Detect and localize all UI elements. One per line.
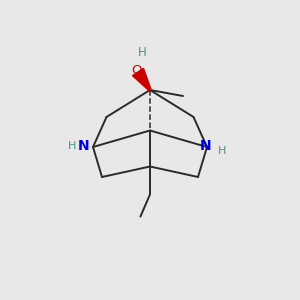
Text: H: H xyxy=(218,146,226,156)
Text: H: H xyxy=(68,141,76,152)
Text: N: N xyxy=(78,140,90,153)
Text: O: O xyxy=(131,64,142,77)
Polygon shape xyxy=(133,68,151,91)
Text: N: N xyxy=(200,140,211,153)
Text: H: H xyxy=(138,46,147,59)
